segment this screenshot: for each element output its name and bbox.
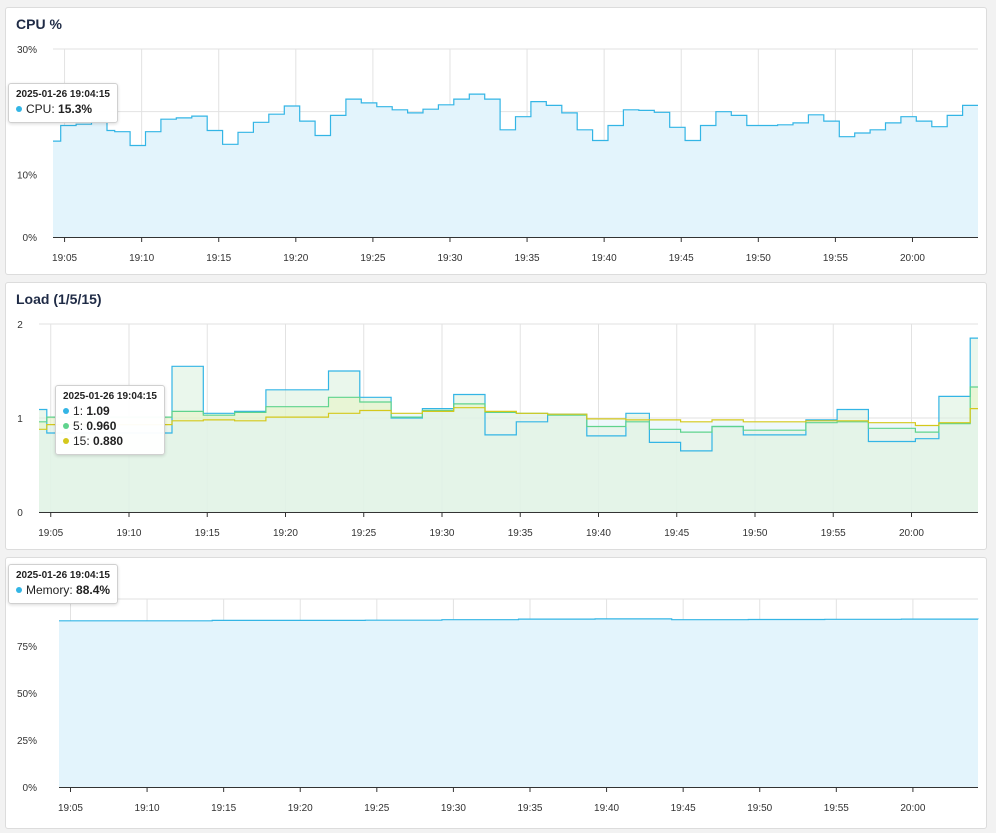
x-tick-label: 19:45 <box>669 253 694 264</box>
cpu-chart[interactable]: 0% 10% 30% 19:05 19:10 19:15 19:20 19:25 19:30 19… <box>6 8 988 276</box>
cpu-series-dot <box>16 105 22 112</box>
y-tick-label: 50% <box>17 689 37 700</box>
x-tick-label: 19:35 <box>517 803 542 814</box>
series-area-cpu <box>53 94 978 237</box>
x-tick-label: 19:20 <box>273 528 298 539</box>
y-tick-label: 75% <box>17 642 37 653</box>
memory-tooltip-value: 88.4% <box>76 583 111 597</box>
series-area-15 <box>39 407 978 512</box>
y-tick-label: 0 <box>17 508 23 519</box>
x-tick-label: 19:45 <box>664 528 689 539</box>
x-tick-label: 19:40 <box>586 528 611 539</box>
load5-series-dot <box>63 422 69 429</box>
memory-tooltip-time: 2025-01-26 19:04:15 <box>16 570 110 581</box>
x-tick-label: 19:40 <box>594 803 619 814</box>
cpu-tooltip-label: CPU <box>26 102 52 116</box>
y-tick-label: 25% <box>17 736 37 747</box>
y-tick-label: 0% <box>23 233 38 244</box>
series-line-1 <box>39 337 978 452</box>
load-panel: Load (1/5/15) 0 1 2 19:05 19:10 19:15 19:20 19:… <box>5 282 987 550</box>
x-tick-label: 19:10 <box>116 528 141 539</box>
memory-tooltip-label: Memory <box>26 583 70 597</box>
x-tick-label: 19:25 <box>360 253 385 264</box>
x-tick-label: 19:55 <box>823 253 848 264</box>
y-tick-label: 30% <box>17 45 37 56</box>
y-tick-label: 10% <box>17 170 37 181</box>
x-tick-label: 19:10 <box>135 803 160 814</box>
x-tick-label: 19:30 <box>441 803 466 814</box>
x-tick-label: 19:50 <box>742 528 767 539</box>
load15-series-dot <box>63 437 69 444</box>
x-tick-label: 19:15 <box>195 528 220 539</box>
y-tick-label: 1 <box>17 414 23 425</box>
load-tooltip: 2025-01-26 19:04:15 1: 1.09 5: 0.960 15:… <box>55 385 165 455</box>
load-tooltip-time: 2025-01-26 19:04:15 <box>63 391 157 402</box>
x-tick-label: 19:40 <box>592 253 617 264</box>
load1-series-dot <box>63 407 69 414</box>
series-area-memory <box>59 618 978 787</box>
x-tick-label: 19:05 <box>38 528 63 539</box>
x-tick-label: 19:55 <box>824 803 849 814</box>
cpu-tooltip: 2025-01-26 19:04:15 CPU: 15.3% <box>8 83 118 123</box>
x-tick-label: 19:25 <box>364 803 389 814</box>
load-tooltip-value-15: 0.880 <box>93 434 124 448</box>
load-tooltip-label-15: 15 <box>73 434 87 448</box>
load-chart[interactable]: 0 1 2 19:05 19:10 19:15 19:20 19:25 19:30 19:35 19… <box>6 283 988 551</box>
x-tick-label: 19:35 <box>508 528 533 539</box>
x-tick-label: 19:50 <box>746 253 771 264</box>
x-tick-label: 20:00 <box>900 253 925 264</box>
x-tick-label: 19:55 <box>821 528 846 539</box>
load-tooltip-label-1: 1 <box>73 404 80 418</box>
memory-tooltip-row: Memory: 88.4% <box>16 583 110 598</box>
x-tick-label: 19:35 <box>515 253 540 264</box>
x-tick-label: 20:00 <box>899 528 924 539</box>
x-tick-label: 19:15 <box>206 253 231 264</box>
x-tick-label: 19:30 <box>437 253 462 264</box>
memory-chart[interactable]: 0% 25% 50% 75% 19:05 19:10 19:15 19:20 19:25 19:3… <box>6 558 988 830</box>
load-tooltip-row-1: 1: 1.09 <box>63 404 157 419</box>
series-line-memory <box>59 618 979 622</box>
cpu-chart-title: CPU % <box>16 16 62 32</box>
x-tick-label: 19:20 <box>288 803 313 814</box>
load-tooltip-row-5: 5: 0.960 <box>63 419 157 434</box>
load-chart-title: Load (1/5/15) <box>16 291 102 307</box>
x-tick-label: 19:10 <box>129 253 154 264</box>
cpu-tooltip-value: 15.3% <box>58 102 93 116</box>
x-tick-label: 19:30 <box>429 528 454 539</box>
series-line-15 <box>39 407 978 430</box>
x-tick-label: 19:25 <box>351 528 376 539</box>
x-tick-label: 19:50 <box>747 803 772 814</box>
load-tooltip-row-15: 15: 0.880 <box>63 434 157 449</box>
memory-panel: 0% 25% 50% 75% 19:05 19:10 19:15 19:20 19:25 19:3… <box>5 557 987 829</box>
cpu-panel: CPU % 0% 10% 30% 19:05 19:10 19:15 19:20 19:25 1… <box>5 7 987 275</box>
load-tooltip-value-1: 1.09 <box>86 404 110 418</box>
cpu-tooltip-time: 2025-01-26 19:04:15 <box>16 89 110 100</box>
x-tick-label: 19:05 <box>58 803 83 814</box>
y-tick-label: 2 <box>17 320 23 331</box>
x-tick-label: 19:05 <box>52 253 77 264</box>
memory-tooltip: 2025-01-26 19:04:15 Memory: 88.4% <box>8 564 119 604</box>
x-tick-label: 20:00 <box>900 803 925 814</box>
series-line-cpu <box>53 93 978 147</box>
x-tick-label: 19:15 <box>211 803 236 814</box>
x-tick-label: 19:20 <box>283 253 308 264</box>
load-tooltip-value-5: 0.960 <box>86 419 117 433</box>
cpu-tooltip-row: CPU: 15.3% <box>16 102 110 117</box>
memory-series-dot <box>16 586 22 593</box>
x-tick-label: 19:45 <box>671 803 696 814</box>
load-tooltip-label-5: 5 <box>73 419 80 433</box>
y-tick-label: 0% <box>23 783 38 794</box>
